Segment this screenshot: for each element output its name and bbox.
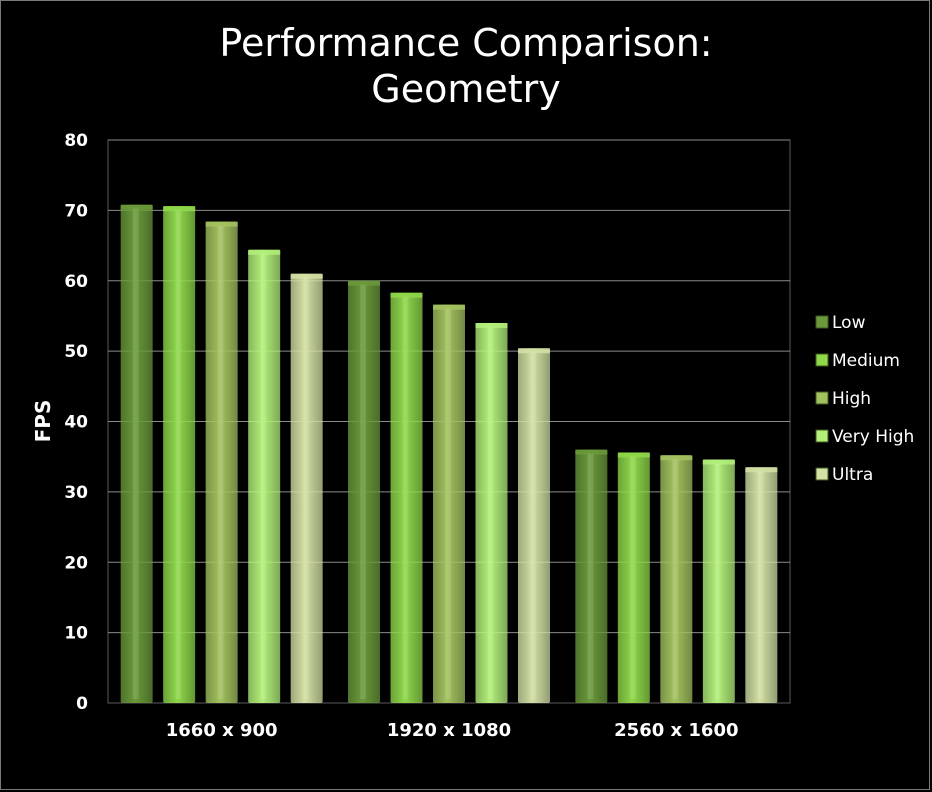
bar (518, 348, 550, 703)
y-tick-label: 30 (64, 483, 88, 503)
bar (120, 204, 153, 703)
bar (475, 322, 508, 703)
bar (390, 292, 423, 703)
y-tick-label: 60 (64, 272, 88, 292)
bar (660, 455, 693, 703)
legend-label: Low (832, 313, 866, 333)
chart-title-line-2: Geometry (371, 67, 561, 111)
y-tick-label: 40 (64, 413, 88, 433)
legend-item: Very High (815, 427, 914, 447)
y-tick-label: 70 (64, 201, 88, 221)
x-category-label: 1660 x 900 (166, 720, 278, 741)
legend-label: Very High (832, 427, 914, 447)
bar (433, 304, 465, 703)
bar (575, 449, 608, 703)
bar (702, 459, 735, 703)
legend-swatch (815, 429, 829, 443)
legend-item: High (815, 389, 871, 409)
bar (163, 206, 196, 703)
x-category-label: 2560 x 1600 (614, 720, 738, 741)
chart-title: Performance Comparison: Geometry (0, 20, 932, 112)
y-tick-label: 80 (64, 131, 88, 151)
y-tick-label: 10 (64, 624, 88, 644)
legend-swatch (815, 353, 829, 367)
bar (290, 273, 323, 703)
legend-swatch (815, 467, 829, 481)
chart-title-line-1: Performance Comparison: (219, 21, 713, 65)
bar (617, 452, 650, 703)
legend-swatch (815, 315, 829, 329)
legend-item: Ultra (815, 465, 873, 485)
legend-item: Low (815, 313, 866, 333)
y-tick-label: 50 (64, 342, 88, 362)
legend-item: Medium (815, 351, 900, 371)
x-category-label: 1920 x 1080 (387, 720, 511, 741)
y-tick-label: 0 (76, 694, 88, 714)
y-tick-label: 20 (64, 553, 88, 573)
legend-label: Ultra (832, 465, 873, 485)
bar (745, 467, 778, 703)
bar (348, 280, 380, 703)
legend-label: Medium (832, 351, 900, 371)
legend-swatch (815, 391, 829, 405)
legend-label: High (832, 389, 871, 409)
bar (248, 249, 281, 703)
bar (205, 221, 238, 703)
y-axis-label: FPS (31, 400, 55, 443)
